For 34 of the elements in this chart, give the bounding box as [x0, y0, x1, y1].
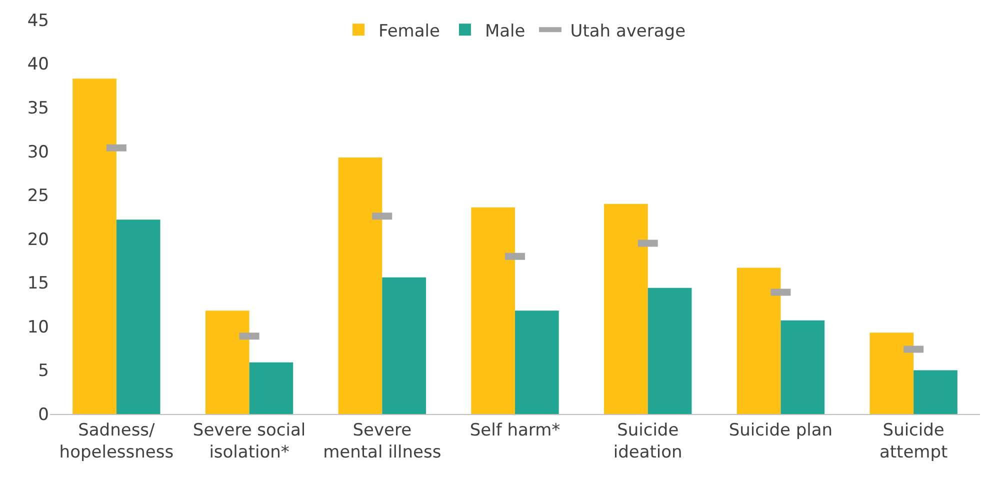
bar	[648, 288, 692, 414]
legend-label: Female	[378, 21, 440, 42]
y-tick-label: 35	[27, 98, 49, 119]
x-tick-label: Suicide attempt	[879, 420, 948, 462]
bar	[870, 332, 914, 414]
x-tick-label: Severe mental illness	[323, 420, 442, 462]
bar	[205, 310, 250, 414]
x-tick-label: Severe social isolation*	[192, 420, 306, 462]
bar	[382, 277, 426, 414]
legend-label: Male	[484, 21, 526, 42]
bar	[604, 204, 648, 414]
bar	[249, 362, 294, 414]
bar	[736, 268, 781, 414]
y-tick-label: 15	[27, 274, 49, 294]
bar	[780, 320, 825, 414]
x-tick-label: Suicide plan	[728, 420, 833, 440]
bar	[471, 207, 515, 414]
bar	[515, 310, 559, 414]
y-tick-label: 30	[27, 142, 49, 162]
y-tick-label: 40	[27, 54, 49, 75]
x-tick-label: Self harm*	[470, 420, 560, 440]
y-tick-label: 5	[38, 361, 49, 382]
x-tick-label: Suicide ideation	[613, 420, 682, 462]
y-tick-label: 0	[38, 404, 49, 425]
bar	[116, 220, 160, 414]
y-tick-label: 25	[27, 186, 49, 206]
bar	[72, 78, 116, 414]
y-tick-label: 20	[27, 230, 49, 250]
bar	[914, 370, 958, 414]
y-tick-label: 10	[27, 317, 49, 338]
y-tick-label: 45	[27, 10, 49, 31]
legend-label: Utah average	[570, 21, 686, 42]
x-tick-label: Sadness/ hopelessness	[59, 420, 174, 462]
bar	[338, 157, 382, 414]
